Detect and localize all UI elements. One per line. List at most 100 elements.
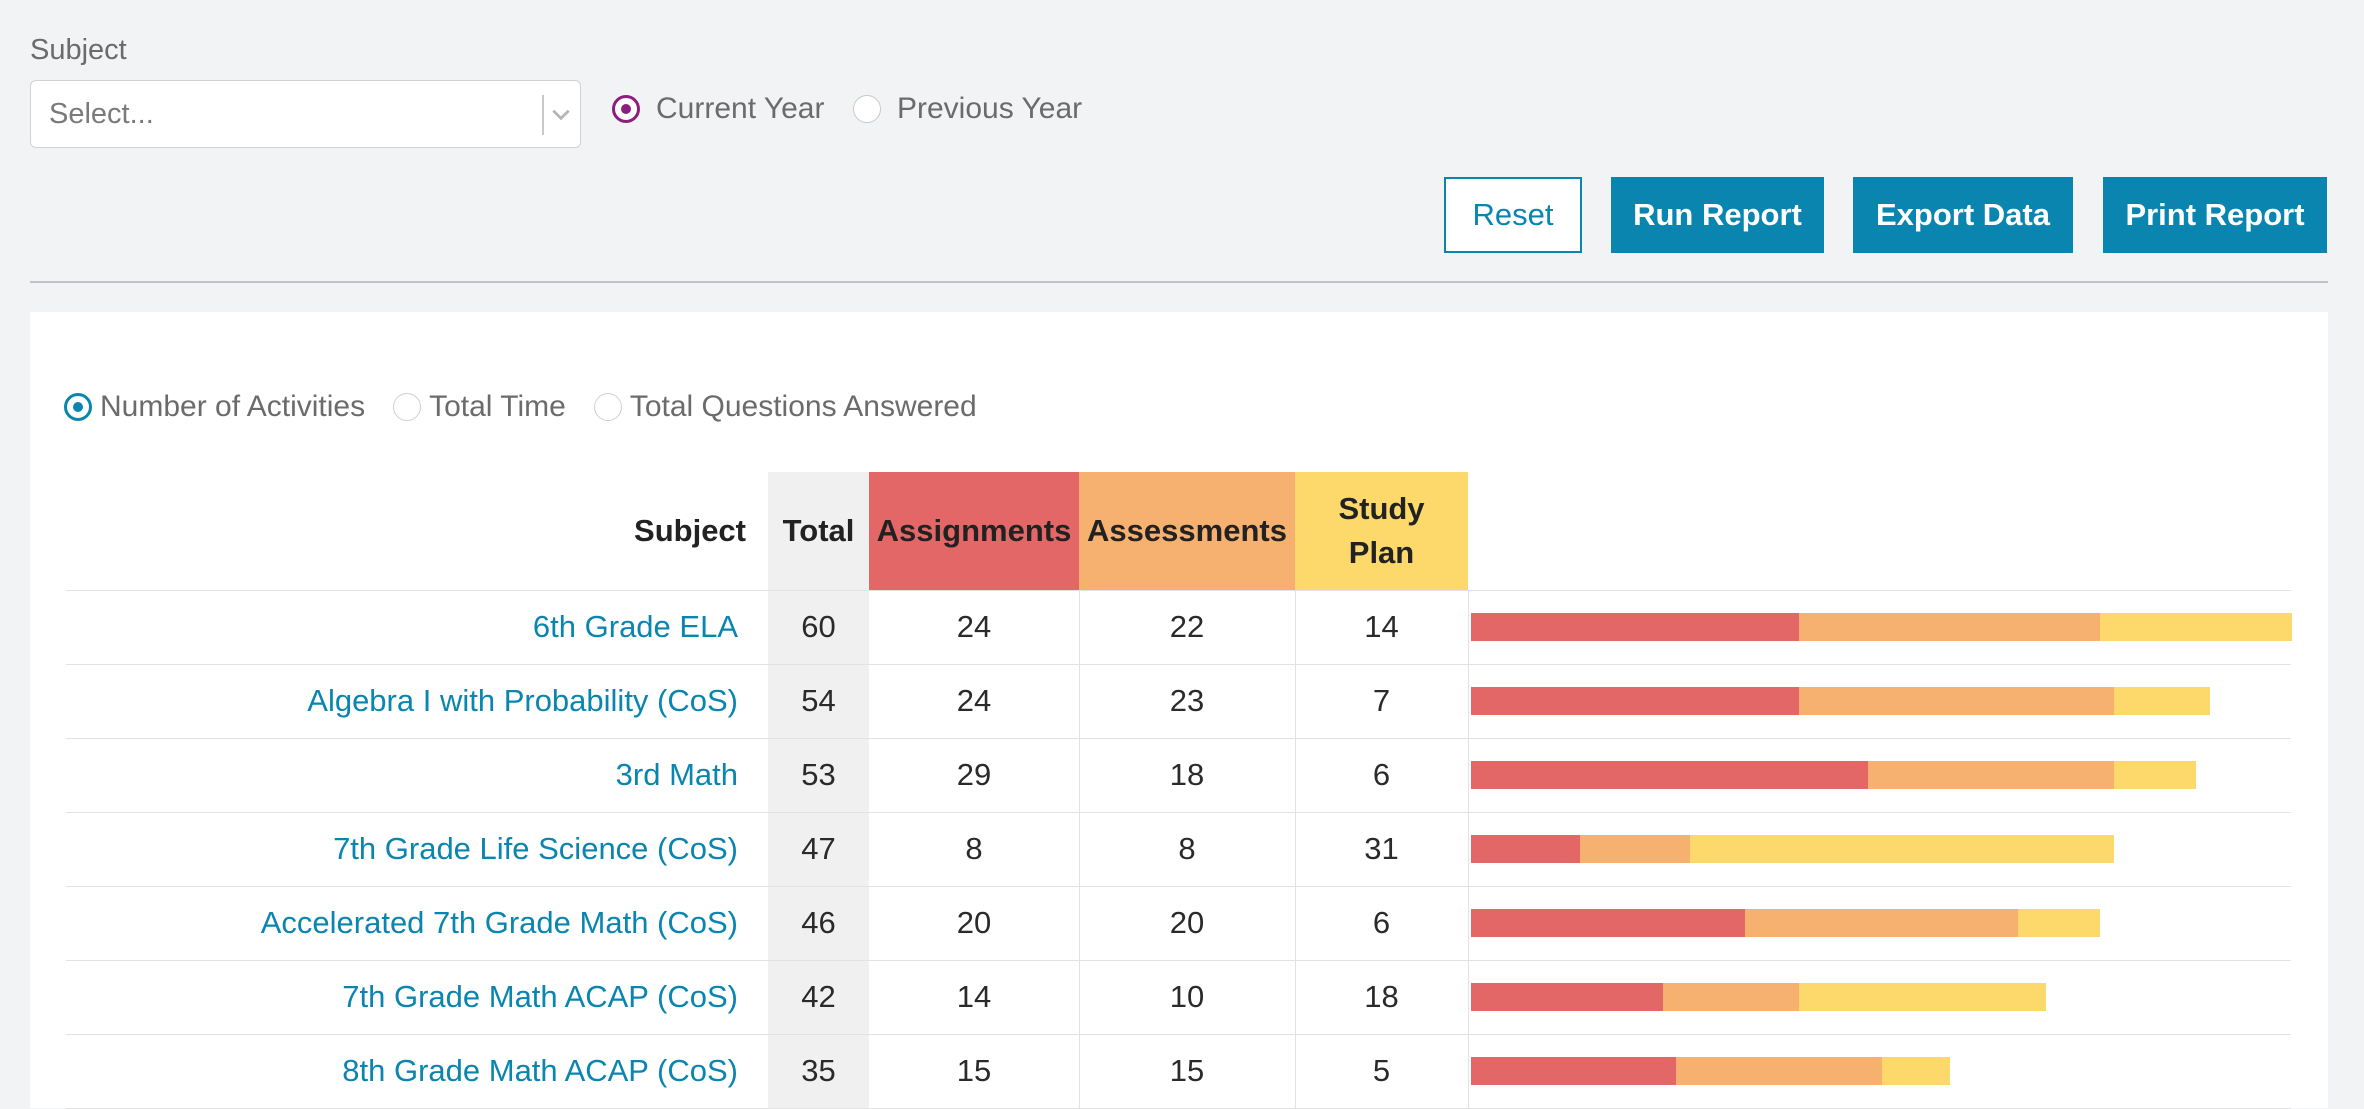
total-value: 47	[801, 831, 836, 866]
bar-segment-assessments	[1580, 835, 1690, 863]
bar-segment-assignments	[1471, 761, 1868, 789]
table-row: Accelerated 7th Grade Math (CoS) 46 20 20 6	[0, 886, 2364, 960]
stacked-bar	[1471, 909, 2101, 937]
radio-previous-year-label: Previous Year	[897, 92, 1083, 125]
reset-button[interactable]: Reset	[1444, 177, 1582, 253]
row-divider	[66, 664, 2291, 665]
metric-options: Number of Activities Total Time Total Qu…	[64, 390, 977, 424]
bar-segment-assessments	[1744, 909, 2019, 937]
run-report-button[interactable]: Run Report	[1611, 177, 1824, 253]
study-plan-value: 7	[1372, 683, 1391, 718]
header-total[interactable]: Total	[768, 472, 869, 590]
header-assessments[interactable]: Assessments	[1079, 472, 1295, 590]
study-plan-value: 6	[1372, 905, 1391, 940]
bar-segment-study-plan	[1881, 1057, 1950, 1085]
total-value: 35	[801, 1053, 836, 1088]
chevron-down-icon[interactable]	[550, 103, 572, 125]
radio-number-of-activities[interactable]	[64, 393, 92, 421]
stacked-bar	[1471, 835, 2115, 863]
assessments-value: 8	[1178, 831, 1196, 866]
subject-select[interactable]: Select...	[30, 80, 581, 148]
stacked-bar	[1471, 1057, 1950, 1085]
bar-segment-study-plan	[2114, 761, 2197, 789]
study-plan-value: 18	[1364, 979, 1399, 1014]
table-row: 3rd Math 53 29 18 6	[0, 738, 2364, 812]
subject-label: Subject	[30, 34, 127, 66]
export-data-button[interactable]: Export Data	[1853, 177, 2073, 253]
total-column-band	[768, 590, 869, 1108]
subject-link[interactable]: 7th Grade Math ACAP (CoS)	[342, 979, 738, 1014]
bar-segment-assignments	[1471, 909, 1745, 937]
subject-link[interactable]: Algebra I with Probability (CoS)	[307, 683, 738, 718]
assignments-value: 8	[965, 831, 983, 866]
assessments-value: 22	[1169, 609, 1205, 644]
bar-segment-study-plan	[2100, 613, 2292, 641]
assignments-value: 24	[956, 683, 992, 718]
header-assignments[interactable]: Assignments	[869, 472, 1079, 590]
total-value: 46	[801, 905, 836, 940]
bar-segment-study-plan	[2018, 909, 2101, 937]
bar-segment-assessments	[1867, 761, 2115, 789]
row-divider	[66, 1034, 2291, 1035]
radio-total-questions[interactable]	[593, 393, 622, 421]
subject-link[interactable]: 8th Grade Math ACAP (CoS)	[342, 1053, 738, 1088]
bar-segment-assessments	[1799, 687, 2115, 715]
radio-total-questions-label: Total Questions Answered	[629, 390, 977, 423]
subject-select-placeholder: Select...	[49, 98, 154, 130]
bar-segment-assessments	[1662, 983, 1800, 1011]
study-plan-value: 5	[1372, 1053, 1391, 1088]
year-radio-previous[interactable]: Previous Year	[853, 92, 1082, 126]
assessments-value: 20	[1169, 905, 1205, 940]
table-row: Algebra I with Probability (CoS) 54 24 23 7	[0, 664, 2364, 738]
radio-previous-year[interactable]	[853, 95, 881, 123]
table-row: 6th Grade ELA 60 24 22 14	[0, 590, 2364, 664]
print-report-button[interactable]: Print Report	[2103, 177, 2327, 253]
assignments-value: 24	[956, 609, 992, 644]
stacked-bar	[1471, 983, 2046, 1011]
radio-total-time-label: Total Time	[429, 390, 566, 423]
total-value: 60	[801, 609, 836, 644]
subject-link[interactable]: 7th Grade Life Science (CoS)	[333, 831, 738, 866]
stacked-bar	[1471, 613, 2292, 641]
header-study-plan-label: Study Plan	[1338, 491, 1425, 570]
table-row: 8th Grade Math ACAP (CoS) 35 15 15 5	[0, 1034, 2364, 1108]
bar-segment-study-plan	[2114, 687, 2210, 715]
radio-number-of-activities-label: Number of Activities	[100, 390, 366, 423]
bar-segment-assignments	[1471, 983, 1663, 1011]
row-divider	[66, 812, 2291, 813]
study-plan-value: 14	[1364, 609, 1399, 644]
stacked-bar	[1471, 761, 2197, 789]
column-divider	[1468, 590, 1469, 1108]
table-row: 7th Grade Math ACAP (CoS) 42 14 10 18	[0, 960, 2364, 1034]
assignments-value: 15	[956, 1053, 992, 1088]
radio-current-year[interactable]	[612, 95, 640, 123]
column-divider	[1079, 590, 1080, 1108]
subject-link[interactable]: Accelerated 7th Grade Math (CoS)	[260, 905, 738, 940]
select-separator	[542, 95, 544, 135]
radio-total-time[interactable]	[393, 393, 422, 421]
study-plan-value: 31	[1364, 831, 1399, 866]
subject-link[interactable]: 3rd Math	[615, 757, 738, 792]
assignments-value: 14	[956, 979, 992, 1014]
assignments-value: 20	[956, 905, 992, 940]
assessments-value: 10	[1169, 979, 1205, 1014]
assignments-value: 29	[956, 757, 992, 792]
year-radio-current[interactable]: Current Year	[612, 92, 824, 126]
radio-current-year-label: Current Year	[656, 92, 825, 125]
table-row: 7th Grade Life Science (CoS) 47 8 8 31	[0, 812, 2364, 886]
bar-segment-assignments	[1471, 1057, 1677, 1085]
row-divider	[66, 886, 2291, 887]
total-value: 53	[801, 757, 836, 792]
subject-link[interactable]: 6th Grade ELA	[532, 609, 738, 644]
bar-segment-assessments	[1676, 1057, 1882, 1085]
assessments-value: 15	[1169, 1053, 1205, 1088]
bar-segment-study-plan	[1689, 835, 2115, 863]
column-divider	[1295, 590, 1296, 1108]
bar-segment-assignments	[1471, 687, 1800, 715]
bar-segment-assignments	[1471, 613, 1800, 641]
header-subject[interactable]: Subject	[634, 513, 746, 548]
assessments-value: 23	[1169, 683, 1205, 718]
header-study-plan[interactable]: Study Plan	[1295, 472, 1468, 590]
total-value: 42	[801, 979, 836, 1014]
